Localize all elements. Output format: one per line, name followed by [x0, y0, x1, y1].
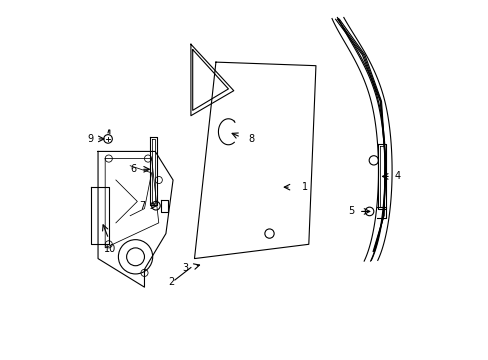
Text: 3: 3: [182, 262, 188, 273]
Text: 4: 4: [394, 171, 400, 181]
Text: 2: 2: [168, 277, 174, 287]
Text: 1: 1: [302, 182, 307, 192]
Text: 10: 10: [104, 244, 117, 253]
Text: 7: 7: [139, 201, 145, 211]
Text: 6: 6: [130, 164, 137, 174]
Text: 5: 5: [348, 206, 354, 216]
Text: 8: 8: [248, 134, 254, 144]
Text: 9: 9: [87, 134, 93, 144]
